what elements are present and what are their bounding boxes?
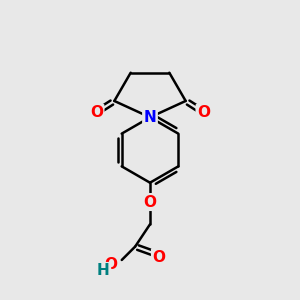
Text: H: H <box>97 263 110 278</box>
Text: O: O <box>90 105 103 120</box>
Text: O: O <box>104 257 117 272</box>
Text: O: O <box>197 105 210 120</box>
Text: O: O <box>143 194 157 209</box>
Text: O: O <box>152 250 165 265</box>
Text: N: N <box>144 110 156 125</box>
